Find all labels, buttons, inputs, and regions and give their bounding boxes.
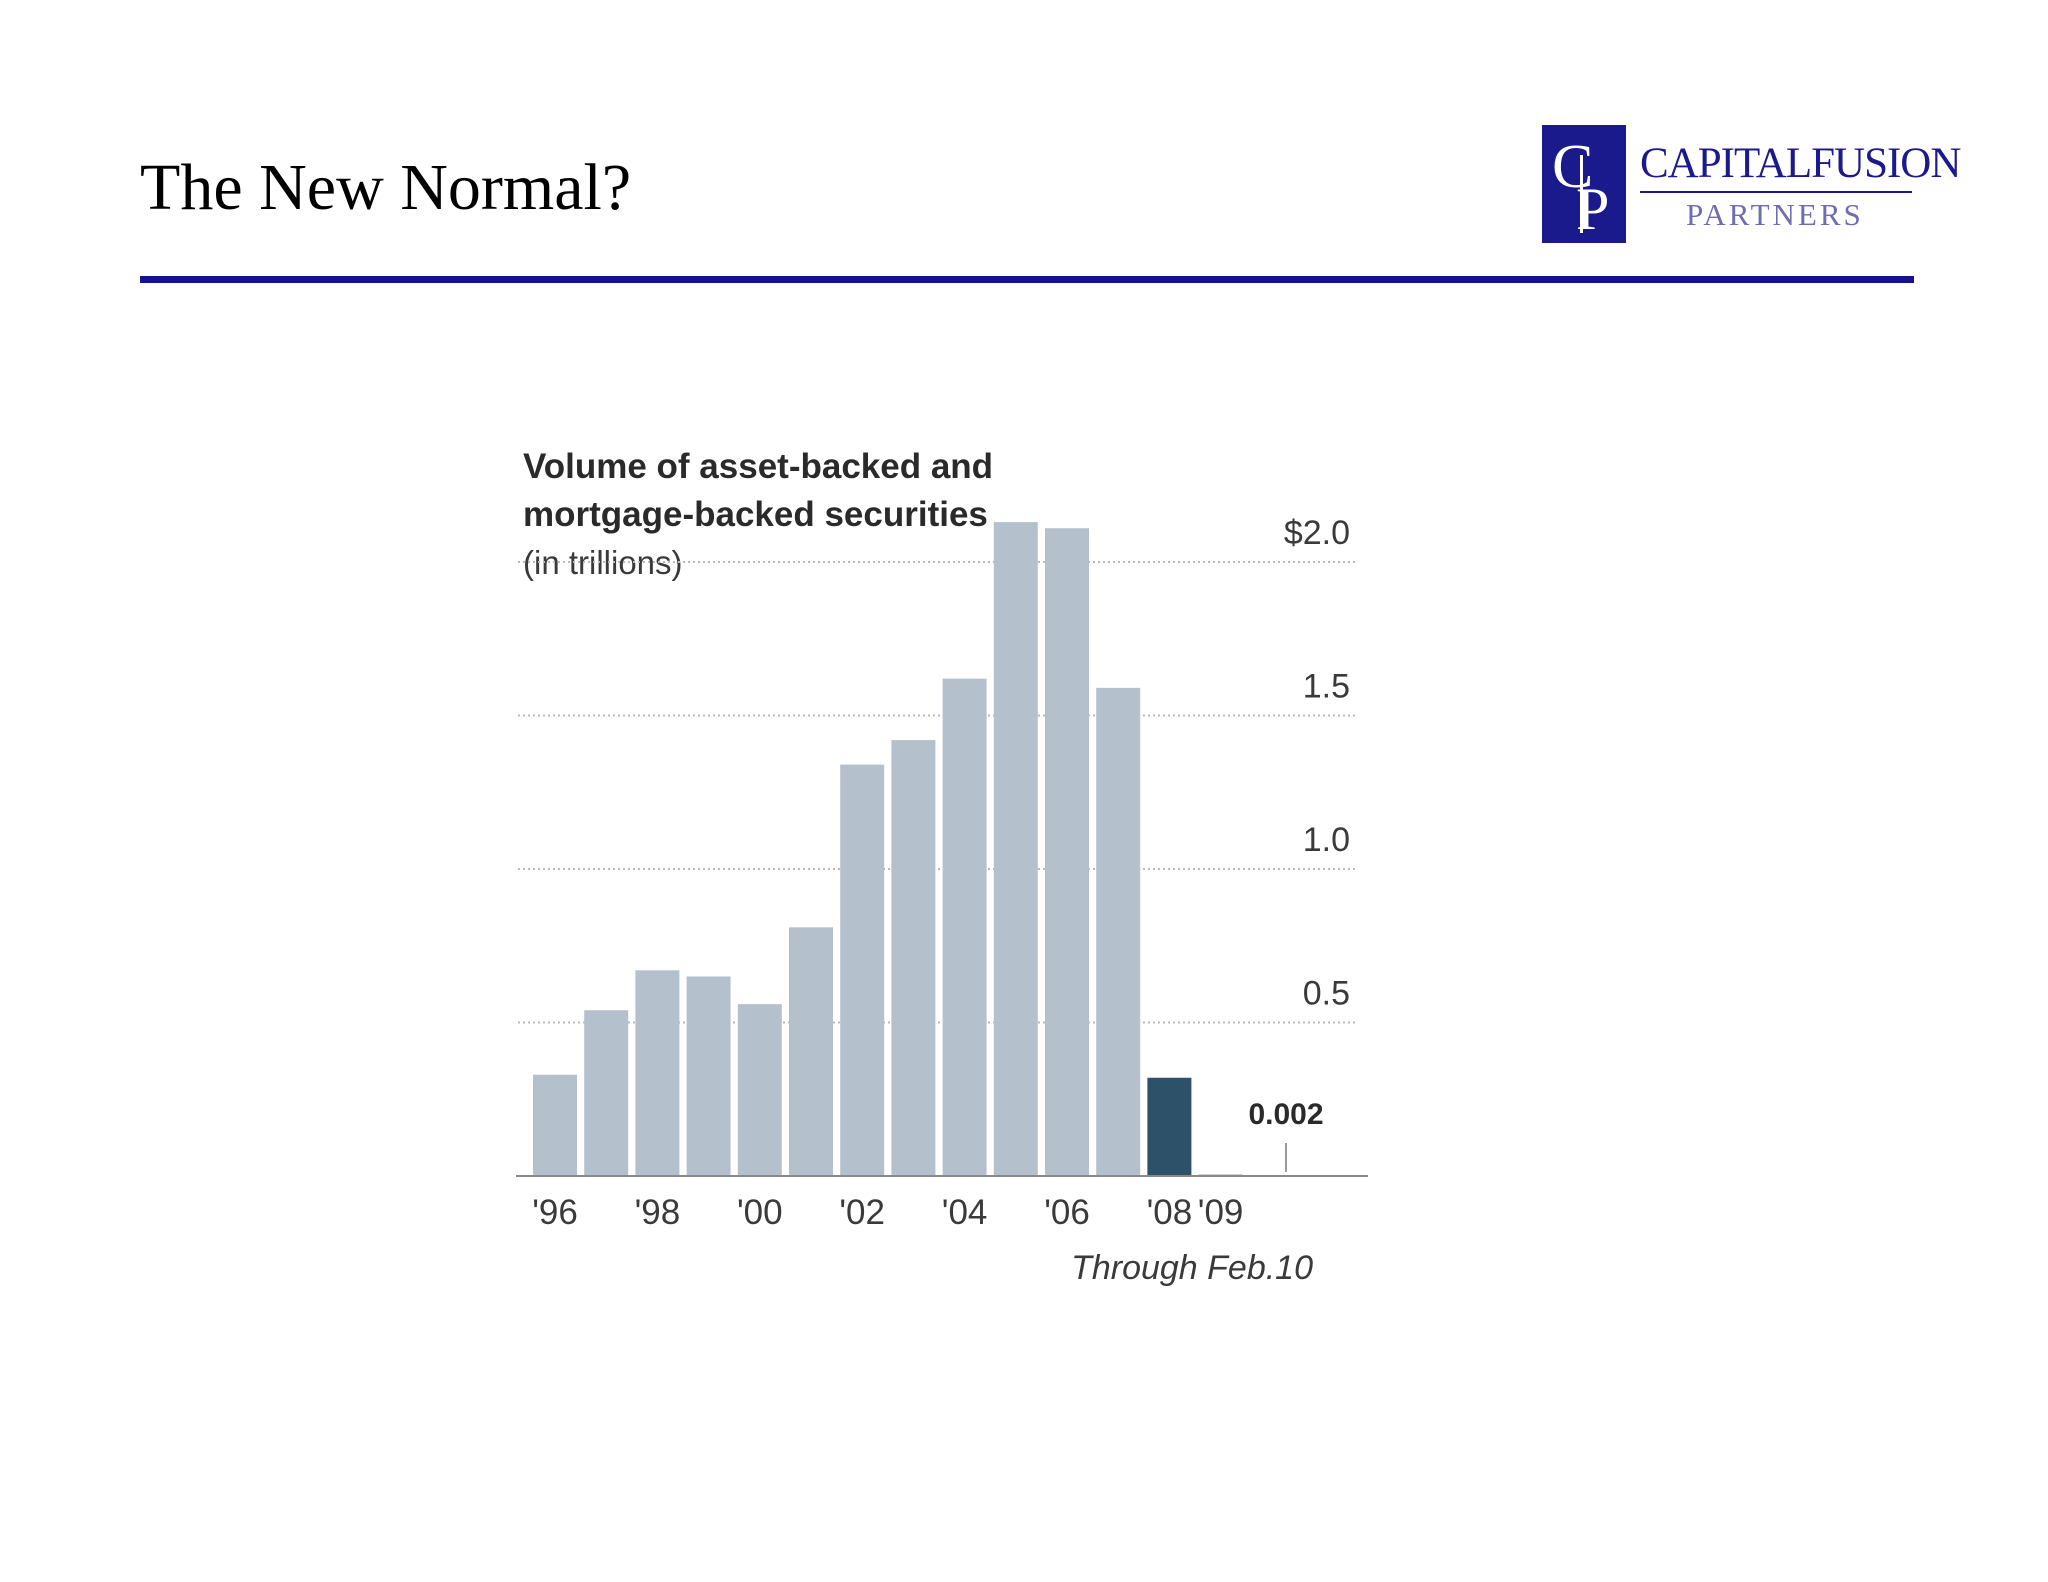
bar xyxy=(584,1010,629,1176)
x-tick-label: '06 xyxy=(1044,1193,1090,1232)
bars xyxy=(533,522,1243,1176)
bar xyxy=(737,1004,782,1176)
y-tick-label: 1.5 xyxy=(1303,668,1350,706)
svg-text:C: C xyxy=(1552,133,1593,201)
logo-name: CAPITALFUSION xyxy=(1640,140,1961,187)
x-axis-ticks: '96 '98 '00 '02 '04 '06 '08'09 xyxy=(532,1193,1243,1232)
bar xyxy=(1096,687,1141,1176)
grid-lines xyxy=(518,561,1358,1024)
title-underline xyxy=(140,276,1914,283)
bar xyxy=(1045,528,1089,1176)
y-tick-label: 0.5 xyxy=(1303,975,1350,1013)
x-tick-label: '08 xyxy=(1147,1193,1193,1232)
slide-title: The New Normal? xyxy=(140,151,632,224)
y-tick-label: $2.0 xyxy=(1284,514,1350,552)
logo-divider xyxy=(1640,191,1912,193)
logo-subtitle: PARTNERS xyxy=(1686,197,1864,232)
x-tick-label: '00 xyxy=(737,1193,783,1232)
x-tick-label: '04 xyxy=(942,1193,988,1232)
x-tick-label: '02 xyxy=(839,1193,885,1232)
logo-monogram-icon: C P xyxy=(1542,125,1626,243)
bar xyxy=(789,927,833,1176)
company-logo: C P CAPITALFUSION PARTNERS xyxy=(1542,125,1961,245)
annotation-value-label: 0.002 xyxy=(1248,1098,1323,1131)
y-tick-label: 1.0 xyxy=(1303,821,1350,859)
x-tick-label: '96 xyxy=(532,1193,578,1232)
bar xyxy=(635,970,680,1176)
bar xyxy=(533,1074,577,1176)
bar xyxy=(840,764,885,1176)
bar xyxy=(1147,1077,1192,1176)
y-axis-ticks: 0.5 1.0 1.5 $2.0 xyxy=(1284,514,1350,1013)
x-tick-label: '09 xyxy=(1198,1193,1244,1232)
chart-title-line-1: Volume of asset-backed and xyxy=(523,447,993,486)
bar xyxy=(942,678,987,1176)
x-tick-label: '98 xyxy=(635,1193,681,1232)
bar xyxy=(993,522,1038,1176)
chart-footnote: Through Feb.10 xyxy=(1071,1249,1313,1287)
bar xyxy=(891,740,936,1176)
bar xyxy=(686,976,731,1176)
chart-title-line-2: mortgage-backed securities xyxy=(523,495,988,534)
